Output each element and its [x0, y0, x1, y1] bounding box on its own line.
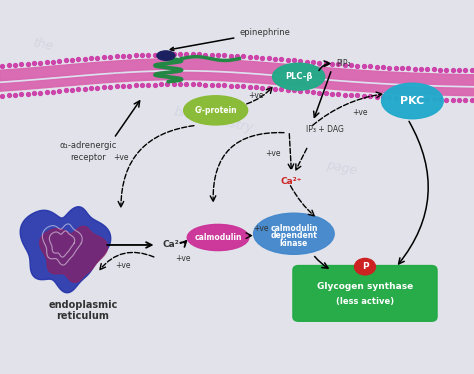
Text: P: P: [362, 262, 368, 271]
Text: kinase: kinase: [280, 239, 308, 248]
Text: +ve: +ve: [248, 91, 264, 100]
Polygon shape: [20, 207, 111, 293]
Text: biochemistry: biochemistry: [173, 105, 254, 135]
FancyBboxPatch shape: [293, 266, 437, 321]
Text: Gⁱ-protein: Gⁱ-protein: [194, 106, 237, 115]
Text: receptor: receptor: [70, 153, 106, 162]
Text: PLC-β: PLC-β: [285, 72, 312, 81]
Text: epinephrine: epinephrine: [170, 28, 290, 50]
Ellipse shape: [157, 51, 175, 60]
Ellipse shape: [184, 96, 247, 125]
Text: dependent: dependent: [271, 231, 317, 240]
Text: Glycogen synthase: Glycogen synthase: [317, 282, 413, 291]
Text: +ve: +ve: [116, 261, 131, 270]
Text: Ca²⁺: Ca²⁺: [281, 177, 302, 186]
Text: PKC: PKC: [400, 96, 425, 106]
Text: (less active): (less active): [336, 297, 394, 306]
Text: +ve: +ve: [113, 153, 128, 162]
Ellipse shape: [273, 63, 325, 90]
Polygon shape: [40, 226, 108, 282]
Text: medical: medical: [74, 56, 125, 79]
Ellipse shape: [254, 213, 334, 254]
Text: +ve: +ve: [265, 149, 280, 158]
Text: reticulum: reticulum: [56, 311, 109, 321]
Text: calmodulin: calmodulin: [270, 224, 318, 233]
Ellipse shape: [382, 83, 443, 119]
Text: PIP₂: PIP₂: [337, 59, 351, 68]
Text: +ve: +ve: [253, 224, 268, 233]
Circle shape: [355, 258, 375, 275]
Text: Ca²⁺: Ca²⁺: [162, 240, 184, 249]
Text: the: the: [31, 36, 54, 53]
Text: IP₃ + DAG: IP₃ + DAG: [306, 125, 344, 134]
Text: page: page: [325, 159, 358, 178]
Text: endoplasmic: endoplasmic: [48, 300, 118, 310]
Text: α₁-adrenergic: α₁-adrenergic: [59, 141, 117, 150]
Ellipse shape: [187, 224, 249, 251]
Text: +ve: +ve: [353, 108, 368, 117]
Text: +ve: +ve: [175, 254, 190, 263]
Text: calmodulin: calmodulin: [194, 233, 242, 242]
